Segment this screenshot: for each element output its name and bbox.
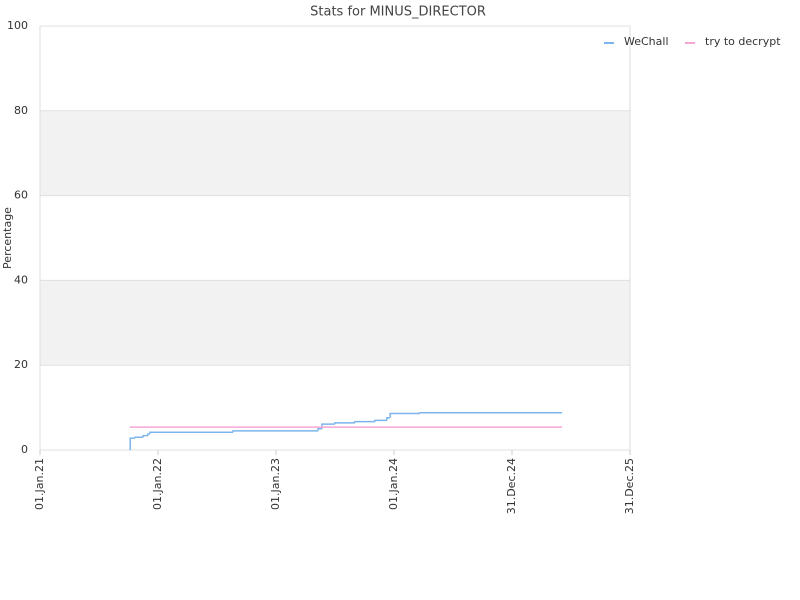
y-tick-label: 100 xyxy=(7,19,28,32)
line-segment xyxy=(129,437,136,450)
legend-label: WeChall xyxy=(624,35,669,48)
y-tick-label: 20 xyxy=(14,358,28,371)
y-tick-label: 40 xyxy=(14,273,28,286)
y-tick-label: 60 xyxy=(14,189,28,202)
x-tick-label: 01.Jan.24 xyxy=(387,458,400,510)
legend-label: try to decrypt xyxy=(705,35,781,48)
line-segment xyxy=(134,436,144,439)
line-segment xyxy=(389,412,420,418)
y-tick-label: 0 xyxy=(21,443,28,456)
line-segment xyxy=(419,411,563,414)
y-axis-label: Percentage xyxy=(1,207,14,269)
y-tick-label: 80 xyxy=(14,104,28,117)
x-tick-label: 01.Jan.23 xyxy=(269,458,282,510)
x-tick-label: 31.Dec.25 xyxy=(623,458,636,514)
line-segment xyxy=(317,428,322,431)
line-segment xyxy=(232,430,319,433)
x-tick-label: 01.Jan.22 xyxy=(151,458,164,510)
line-segment xyxy=(334,422,355,425)
line-segment xyxy=(149,431,234,434)
line-segment xyxy=(354,420,375,423)
line-segment xyxy=(386,417,391,421)
line-segment xyxy=(374,419,387,422)
line-segment xyxy=(142,434,148,438)
x-tick-label: 31.Dec.24 xyxy=(505,458,518,514)
x-tick-label: 01.Jan.21 xyxy=(33,458,46,510)
line-segment xyxy=(147,433,150,436)
grid-band xyxy=(40,280,630,366)
grid-band xyxy=(40,110,630,196)
chart-title: Stats for MINUS_DIRECTOR xyxy=(310,5,486,20)
